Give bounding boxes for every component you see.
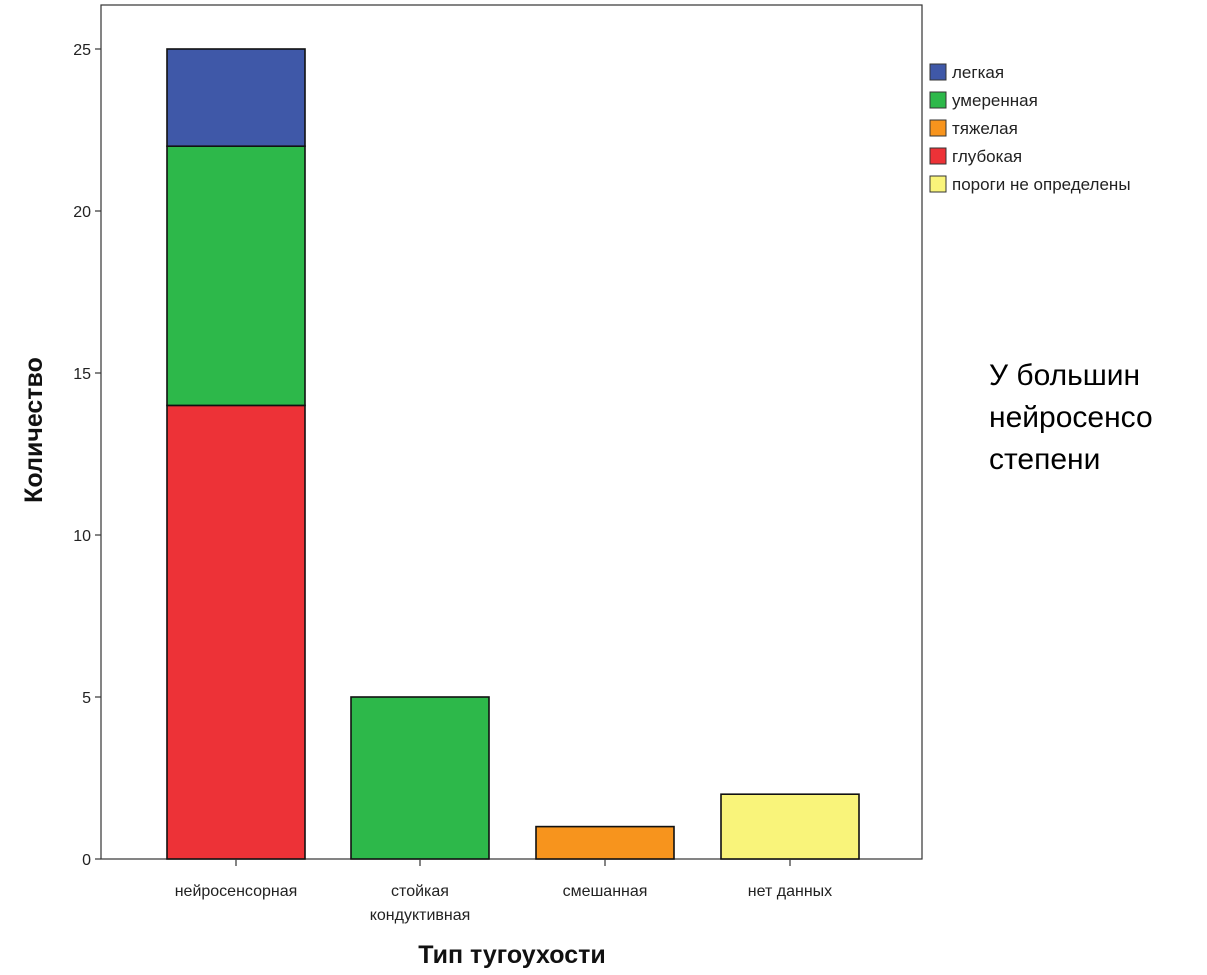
y-tick-label: 25	[73, 42, 91, 59]
bar-segment	[720, 793, 860, 860]
y-tick-label: 5	[82, 690, 91, 707]
y-tick-label: 0	[82, 852, 91, 869]
bar-segment	[166, 48, 306, 147]
x-tick-label: смешанная	[563, 883, 648, 900]
bar-segment	[350, 696, 490, 860]
side-note-line-1: У большин	[989, 359, 1141, 392]
x-tick-label: стойкая	[391, 883, 449, 900]
x-axis-title: Тип тугоухости	[418, 941, 605, 969]
y-axis-title: Количество	[20, 357, 48, 503]
legend-label: умеренная	[952, 91, 1038, 110]
legend-swatch	[929, 91, 947, 109]
x-tick-label: нейросенсорная	[175, 883, 298, 900]
legend-label: тяжелая	[952, 119, 1018, 138]
side-note-line-3: степени	[989, 443, 1101, 476]
y-tick-label: 10	[73, 528, 91, 545]
y-tick-label: 20	[73, 204, 91, 221]
legend-label: легкая	[952, 63, 1004, 82]
legend-label: глубокая	[952, 147, 1022, 166]
legend-label: пороги не определены	[952, 175, 1131, 194]
legend-swatch	[929, 147, 947, 165]
bar-segment	[166, 404, 306, 860]
bar-segment	[166, 145, 306, 407]
x-tick-label: нет данных	[748, 883, 832, 900]
side-note: У большин нейросенсо степени	[989, 355, 1207, 481]
side-note-line-2: нейросенсо	[989, 401, 1153, 434]
legend-swatch	[929, 175, 947, 193]
legend-swatch	[929, 63, 947, 81]
bar-segment	[535, 825, 675, 860]
y-tick-label: 15	[73, 366, 91, 383]
x-tick-label: кондуктивная	[370, 907, 471, 924]
legend-swatch	[929, 119, 947, 137]
